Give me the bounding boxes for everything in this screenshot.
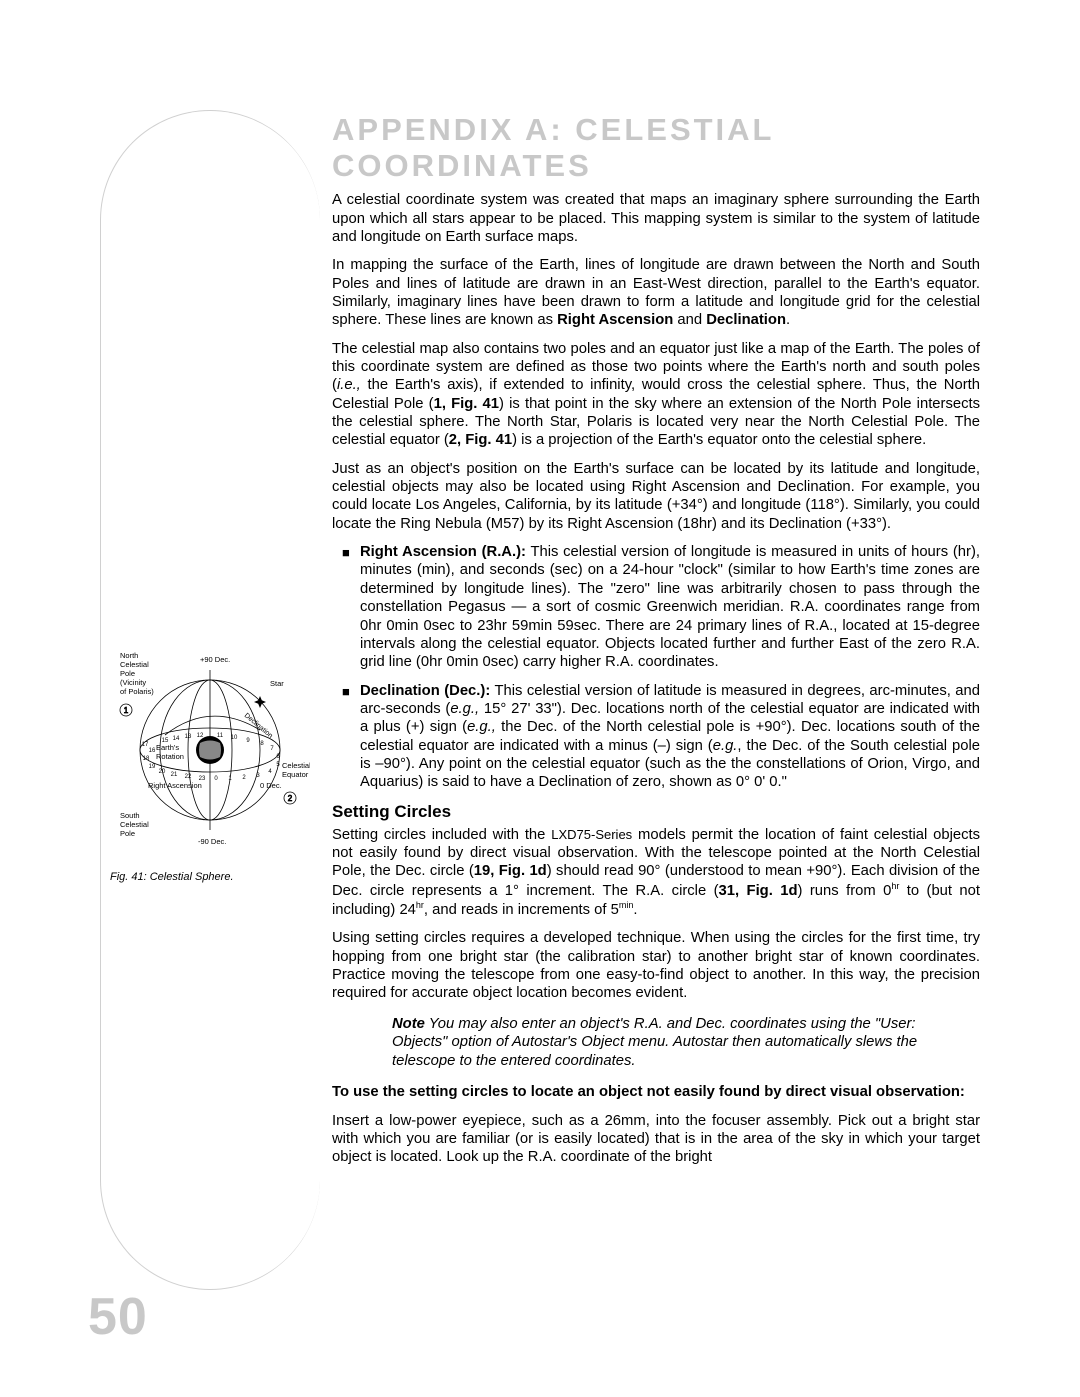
t: e.g., — [450, 701, 479, 717]
svg-text:20: 20 — [159, 769, 166, 775]
svg-text:Star: Star — [270, 679, 284, 688]
svg-text:12: 12 — [197, 733, 204, 739]
figure-41: 1716 1514 1312 1110 98 76 54 32 10 2322 … — [110, 640, 310, 883]
bullet-ra: ■ Right Ascension (R.A.): This celestial… — [332, 543, 980, 671]
t: 2, Fig. 41 — [449, 432, 512, 448]
para-poles: The celestial map also contains two pole… — [332, 340, 980, 450]
para-intro: A celestial coordinate system was create… — [332, 191, 980, 246]
t: . — [786, 312, 790, 328]
svg-text:South: South — [120, 811, 140, 820]
svg-text:1: 1 — [124, 706, 129, 715]
svg-text:9: 9 — [246, 738, 250, 744]
t: 31, Fig. 1d — [719, 883, 798, 899]
svg-text:Pole: Pole — [120, 669, 135, 678]
svg-text:4: 4 — [268, 769, 272, 775]
svg-text:(Vicinity: (Vicinity — [120, 678, 146, 687]
svg-text:of Polaris): of Polaris) — [120, 687, 154, 696]
para-technique: Using setting circles requires a develop… — [332, 929, 980, 1002]
svg-text:Pole: Pole — [120, 829, 135, 838]
svg-text:18: 18 — [143, 756, 150, 762]
t: hr — [416, 900, 424, 910]
svg-text:Celestial: Celestial — [120, 660, 149, 669]
svg-text:Right Ascension: Right Ascension — [148, 781, 202, 790]
note-body: You may also enter an object's R.A. and … — [392, 1016, 917, 1070]
t: i.e., — [337, 377, 361, 393]
svg-text:2: 2 — [242, 775, 246, 781]
svg-text:3: 3 — [256, 773, 260, 779]
bullet-ra-text: Right Ascension (R.A.): This celestial v… — [360, 543, 980, 671]
svg-text:Celestial: Celestial — [120, 820, 149, 829]
svg-text:North: North — [120, 651, 138, 660]
t: min — [619, 900, 634, 910]
t: e.g. — [713, 738, 738, 754]
para-mapping: In mapping the surface of the Earth, lin… — [332, 256, 980, 329]
svg-text:11: 11 — [217, 733, 224, 739]
svg-text:7: 7 — [270, 746, 274, 752]
svg-text:0: 0 — [214, 776, 218, 782]
setting-circles-heading: Setting Circles — [332, 802, 980, 822]
svg-text:Earth's: Earth's — [156, 743, 179, 752]
t: To use the setting circles to locate an … — [332, 1084, 965, 1100]
svg-text:Equator: Equator — [282, 770, 309, 779]
svg-text:1: 1 — [228, 776, 232, 782]
t: Right Ascension (R.A.): — [360, 544, 526, 560]
t: . — [633, 902, 637, 918]
t: ) is a projection of the Earth's equator… — [512, 432, 926, 448]
svg-text:+90 Dec.: +90 Dec. — [200, 655, 230, 664]
page-number: 50 — [88, 1287, 148, 1347]
t: 19, Fig. 1d — [474, 863, 547, 879]
para-setting-circles: Setting circles included with the LXD75-… — [332, 826, 980, 920]
para-instruction-lead: To use the setting circles to locate an … — [332, 1083, 980, 1101]
t: Declination (Dec.): — [360, 683, 490, 699]
bullet-square-icon: ■ — [332, 543, 360, 671]
svg-text:2: 2 — [288, 794, 293, 803]
svg-text:14: 14 — [173, 736, 180, 742]
svg-text:-90 Dec.: -90 Dec. — [198, 837, 226, 846]
svg-text:8: 8 — [260, 741, 264, 747]
svg-text:13: 13 — [185, 734, 192, 740]
svg-text:10: 10 — [231, 735, 238, 741]
celestial-sphere-diagram: 1716 1514 1312 1110 98 76 54 32 10 2322 … — [110, 640, 310, 860]
t: This celestial version of longitude is m… — [360, 544, 980, 670]
svg-text:21: 21 — [171, 772, 178, 778]
t: Setting circles included with the — [332, 827, 551, 843]
bullet-dec-text: Declination (Dec.): This celestial versi… — [360, 682, 980, 792]
t: 1, Fig. 41 — [434, 396, 499, 412]
svg-text:19: 19 — [149, 764, 156, 770]
svg-text:Rotation: Rotation — [156, 752, 184, 761]
svg-text:Celestial: Celestial — [282, 761, 310, 770]
bullet-square-icon: ■ — [332, 682, 360, 792]
note-lead: Note — [392, 1016, 425, 1032]
t: , and reads in increments of 5 — [424, 902, 619, 918]
para-eyepiece: Insert a low-power eyepiece, such as a 2… — [332, 1112, 980, 1167]
svg-text:22: 22 — [185, 774, 192, 780]
svg-text:0 Dec.: 0 Dec. — [260, 781, 282, 790]
svg-text:Declination: Declination — [243, 712, 274, 740]
t: Right Ascension — [557, 312, 673, 328]
t: and — [673, 312, 706, 328]
appendix-title: APPENDIX A: CELESTIAL COORDINATES — [332, 112, 980, 183]
note-autostar: Note You may also enter an object's R.A.… — [392, 1015, 952, 1072]
bullet-dec: ■ Declination (Dec.): This celestial ver… — [332, 682, 980, 792]
main-content: APPENDIX A: CELESTIAL COORDINATES A cele… — [332, 112, 980, 1177]
svg-text:16: 16 — [149, 748, 156, 754]
t: LXD75-Series — [551, 827, 632, 842]
t: e.g., — [467, 719, 496, 735]
t: ) runs from 0 — [798, 883, 892, 899]
t: Declination — [706, 312, 786, 328]
para-example: Just as an object's position on the Eart… — [332, 460, 980, 533]
figure-caption: Fig. 41: Celestial Sphere. — [110, 871, 310, 883]
svg-text:5: 5 — [276, 762, 280, 768]
